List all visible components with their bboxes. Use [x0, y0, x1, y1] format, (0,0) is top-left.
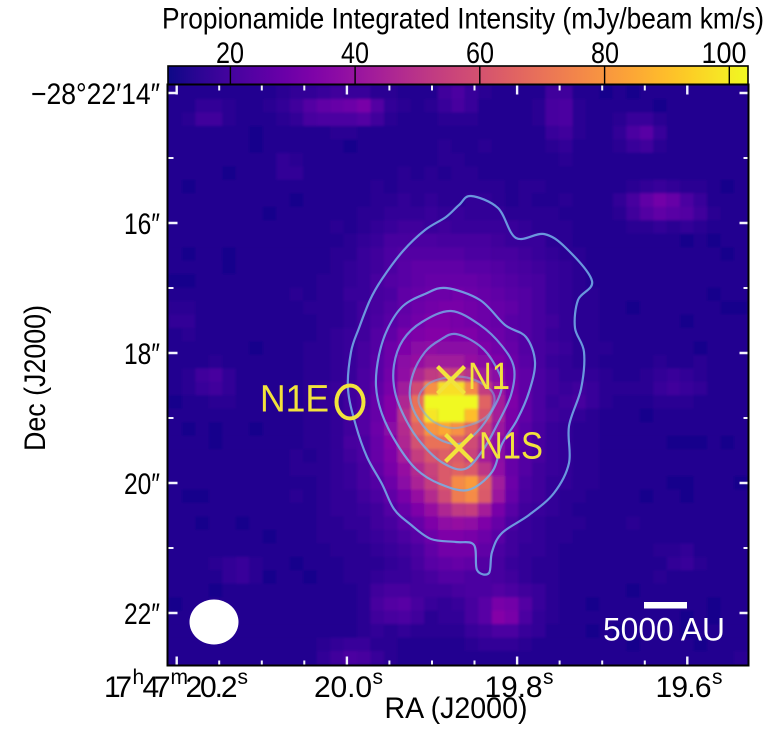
svg-text:17: 17 [104, 671, 132, 704]
svg-text:m: m [171, 666, 189, 689]
svg-text:5000 AU: 5000 AU [603, 612, 725, 648]
svg-text:16″: 16″ [124, 208, 160, 241]
svg-text:N1E: N1E [260, 379, 329, 421]
svg-text:40: 40 [341, 37, 369, 70]
svg-text:19.6: 19.6 [656, 671, 712, 704]
svg-text:s: s [238, 666, 249, 689]
svg-text:47: 47 [143, 671, 171, 704]
svg-text:s: s [373, 666, 384, 689]
svg-text:N1: N1 [468, 356, 510, 398]
svg-text:20.0: 20.0 [314, 671, 372, 704]
svg-text:Dec (J2000): Dec (J2000) [19, 305, 52, 451]
svg-text:−28°22′14″: −28°22′14″ [31, 78, 160, 111]
svg-text:N1S: N1S [479, 426, 543, 468]
svg-text:100: 100 [702, 37, 747, 70]
svg-text:22″: 22″ [124, 598, 160, 631]
svg-text:20″: 20″ [124, 468, 160, 501]
svg-text:s: s [712, 666, 723, 689]
svg-text:19.8: 19.8 [485, 671, 543, 704]
svg-text:60: 60 [466, 37, 494, 70]
svg-text:s: s [543, 666, 554, 689]
svg-text:h: h [133, 666, 145, 689]
svg-text:18″: 18″ [124, 338, 160, 371]
svg-text:RA (J2000): RA (J2000) [385, 692, 528, 725]
svg-text:20: 20 [216, 37, 244, 70]
svg-text:20.2: 20.2 [186, 671, 238, 704]
svg-text:Propionamide Integrated Intens: Propionamide Integrated Intensity (mJy/b… [162, 3, 764, 36]
svg-text:80: 80 [591, 37, 619, 70]
